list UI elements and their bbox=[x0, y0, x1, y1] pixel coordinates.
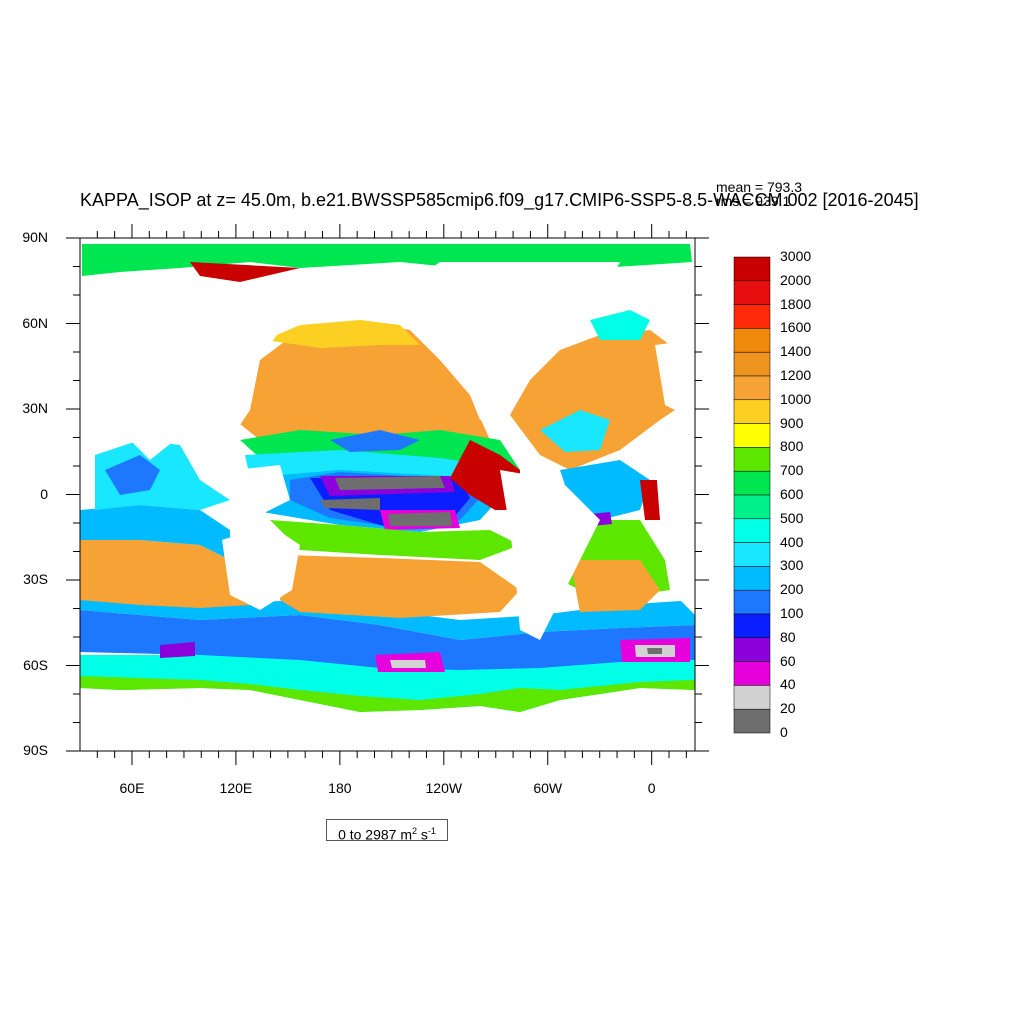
colorbar-label: 1600 bbox=[780, 319, 812, 336]
colorbar-box bbox=[733, 470, 771, 496]
plot-title: KAPPA_ISOP at z= 45.0m, b.e21.BWSSP585cm… bbox=[80, 190, 919, 210]
south-pacific-orange bbox=[280, 555, 520, 618]
south-atlantic-gray bbox=[647, 648, 662, 654]
labrador-green bbox=[590, 310, 650, 340]
north-pacific-cyan bbox=[245, 450, 520, 478]
eurasia-land-east bbox=[80, 290, 280, 460]
colorbar bbox=[733, 256, 771, 734]
colorbar-label: 200 bbox=[780, 581, 804, 598]
colorbar-box bbox=[733, 661, 771, 686]
acc-blue bbox=[80, 610, 695, 670]
lon-label: 120W bbox=[425, 780, 463, 796]
lon-label: 180 bbox=[328, 780, 352, 796]
colorbar-box bbox=[733, 637, 771, 662]
colorbar-box bbox=[733, 613, 771, 639]
colorbar-label: 80 bbox=[780, 628, 796, 645]
north-pacific-gold bbox=[265, 320, 420, 348]
east-pacific-red bbox=[450, 440, 520, 510]
range-sup-2: -1 bbox=[427, 826, 436, 836]
colorbar-label: 900 bbox=[780, 414, 804, 431]
colorbar-label: 40 bbox=[780, 676, 796, 693]
range-mid: s bbox=[417, 826, 428, 843]
south-atlantic-orange bbox=[570, 560, 660, 612]
australia-land bbox=[222, 525, 300, 610]
colorbar-box bbox=[733, 423, 771, 448]
southern-ocean-green bbox=[80, 676, 695, 712]
range-sup-1: 2 bbox=[412, 826, 418, 836]
colorbar-label: 0 bbox=[780, 724, 788, 740]
colorbar-box bbox=[733, 256, 771, 282]
indian-ocean-blue bbox=[80, 505, 230, 560]
colorbar-box bbox=[733, 685, 771, 710]
south-indian-purple bbox=[160, 642, 195, 658]
colorbar-box bbox=[733, 351, 771, 377]
colorbar-label: 600 bbox=[780, 486, 804, 502]
colorbar-box bbox=[733, 280, 771, 305]
lon-label: 120E bbox=[219, 780, 253, 796]
colorbar-box bbox=[733, 494, 771, 520]
colorbar-box bbox=[733, 589, 771, 615]
colorbar-box bbox=[733, 328, 771, 353]
colorbar-box bbox=[733, 708, 771, 734]
colorbar-label: 500 bbox=[780, 509, 804, 526]
africa-land bbox=[655, 441, 695, 615]
lon-label: 60E bbox=[119, 780, 145, 796]
colorbar-label: 3000 bbox=[780, 248, 812, 264]
colorbar-label: 1200 bbox=[780, 367, 812, 383]
rms-label: rms = 939.1 bbox=[716, 193, 791, 209]
eq-gray-patch-2 bbox=[320, 498, 380, 510]
maritime-continent-land bbox=[235, 465, 290, 515]
greenland-land bbox=[500, 262, 620, 320]
lon-label: 0 bbox=[647, 780, 656, 796]
lon-label: 60W bbox=[533, 780, 563, 796]
colorbar-label: 60 bbox=[780, 652, 796, 669]
colorbar-label: 300 bbox=[780, 557, 804, 574]
north-atlantic-cyan bbox=[540, 410, 610, 452]
colorbar-label: 20 bbox=[780, 700, 796, 717]
arabian-sea-blue bbox=[105, 455, 160, 495]
lat-label: 60N bbox=[22, 314, 48, 331]
colorbar-label: 800 bbox=[780, 438, 804, 455]
indian-ocean-orange bbox=[80, 540, 260, 608]
mean-label: mean = 793.3 bbox=[716, 179, 803, 195]
colorbar-label: 400 bbox=[780, 533, 804, 550]
range-text: 0 to 2987 m bbox=[338, 826, 412, 843]
colorbar-label: 100 bbox=[780, 605, 804, 621]
south-america-land bbox=[500, 470, 600, 640]
colorbar-box bbox=[733, 304, 771, 329]
colorbar-label: 1800 bbox=[780, 295, 812, 312]
eurasia-land-west bbox=[655, 340, 695, 420]
lat-label: 60S bbox=[23, 656, 48, 673]
eq-gray-patch-1 bbox=[335, 476, 445, 490]
lat-label: 30S bbox=[23, 571, 48, 587]
south-pacific-lightgray bbox=[390, 660, 426, 668]
colorbar-box bbox=[733, 518, 771, 543]
colorbar-box bbox=[733, 399, 771, 424]
lat-label: 0 bbox=[40, 485, 48, 502]
colorbar-box bbox=[733, 542, 771, 567]
colorbar-box bbox=[733, 566, 771, 591]
axis-ticks bbox=[66, 224, 709, 765]
colorbar-label: 2000 bbox=[780, 271, 812, 288]
colorbar-box bbox=[733, 375, 771, 401]
north-pacific-orange bbox=[235, 322, 490, 450]
arctic-red-edge bbox=[190, 262, 300, 282]
antarctica-land bbox=[80, 690, 695, 751]
lat-label: 90S bbox=[23, 742, 48, 758]
lat-label: 90N bbox=[22, 229, 48, 245]
north-pacific-blue-band bbox=[330, 430, 420, 452]
range-label: 0 to 2987 m2 s-1 bbox=[326, 819, 448, 843]
stats-block: mean = 793.3 rms = 939.1 bbox=[716, 180, 802, 208]
colorbar-box bbox=[733, 447, 771, 472]
south-pacific-lime bbox=[270, 520, 520, 560]
map-field bbox=[80, 238, 695, 751]
lat-label: 30N bbox=[22, 400, 48, 416]
colorbar-label: 1000 bbox=[780, 390, 812, 407]
eq-gray-patch-3 bbox=[388, 512, 452, 526]
colorbar-label: 700 bbox=[780, 462, 804, 479]
colorbar-label: 1400 bbox=[780, 343, 812, 360]
